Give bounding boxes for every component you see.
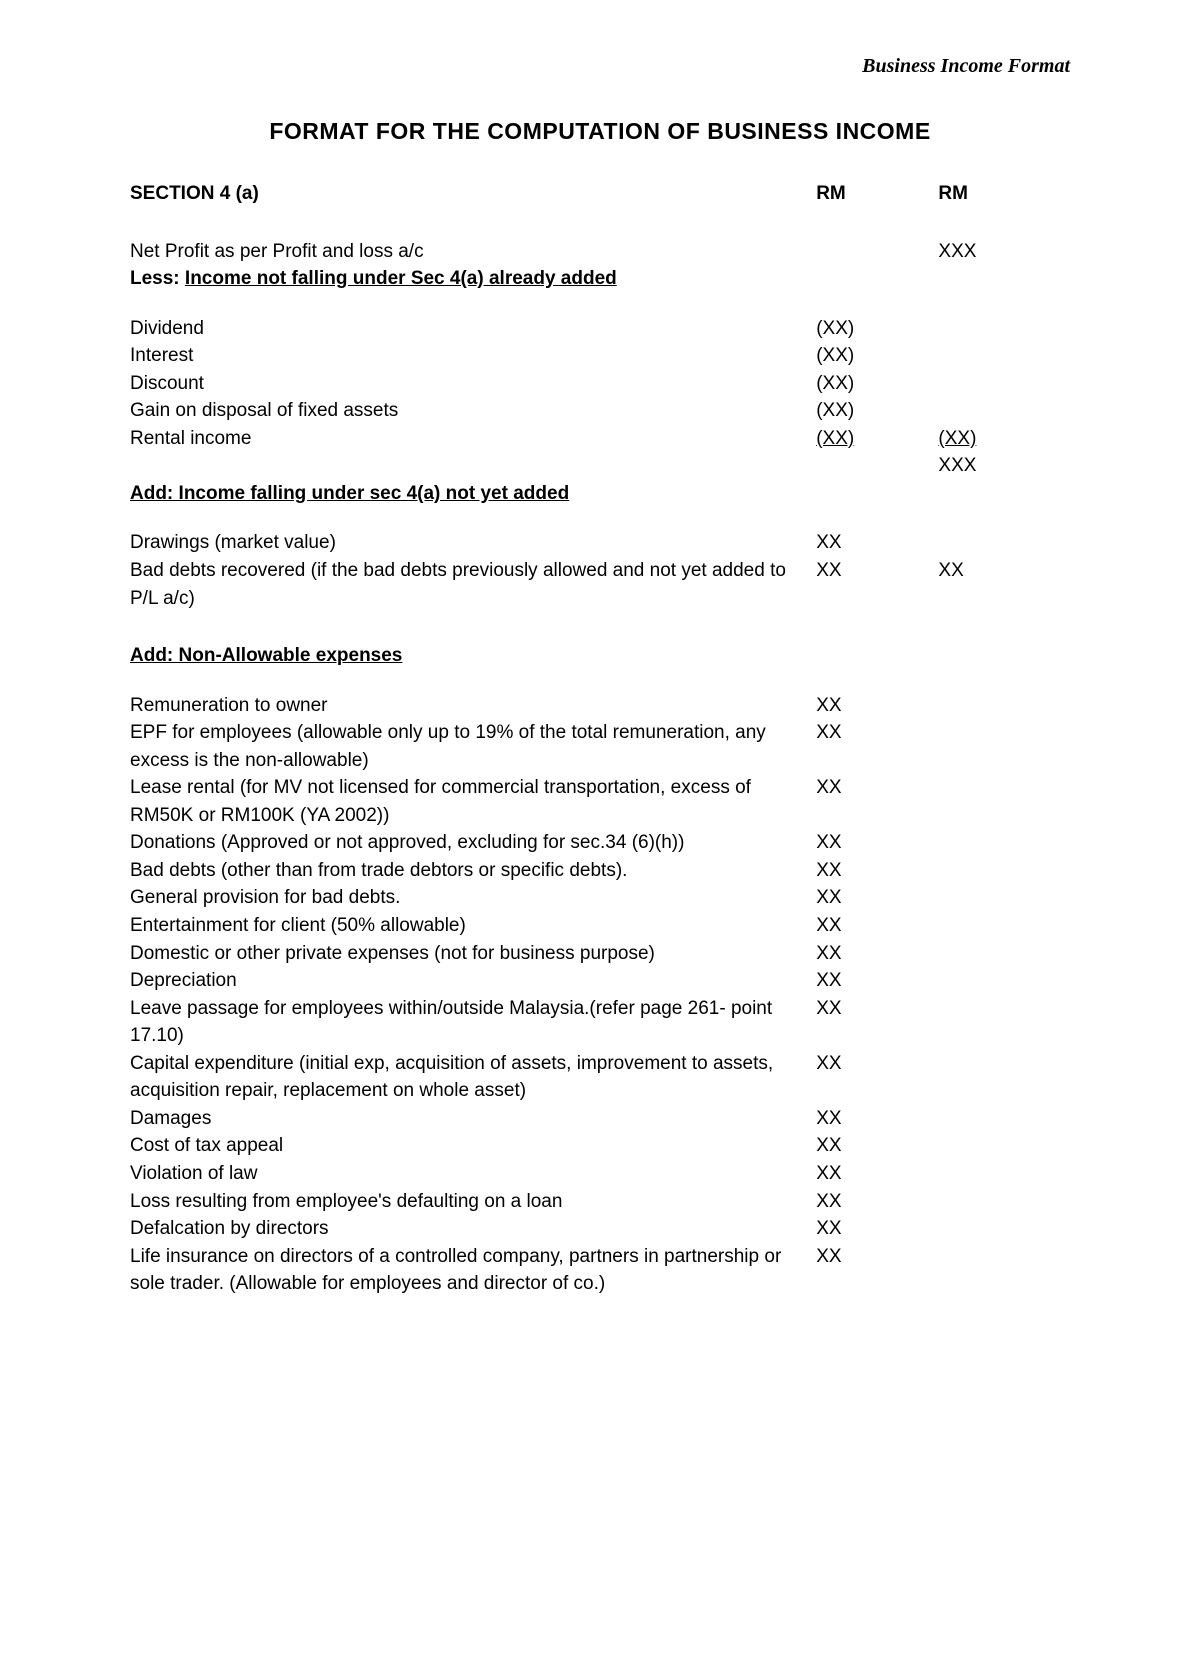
dividend-desc: Dividend: [130, 315, 816, 343]
rental-v1: (XX): [816, 425, 938, 453]
life-insurance-v1: XX: [816, 1243, 938, 1298]
gen-prov-v1: XX: [816, 884, 938, 912]
less-prefix: Less:: [130, 268, 185, 289]
capex-v1: XX: [816, 1050, 938, 1105]
epf-v1: XX: [816, 719, 938, 774]
life-insurance-desc: Life insurance on directors of a control…: [130, 1243, 816, 1298]
bad-debts-other-v1: XX: [816, 857, 938, 885]
document-title: FORMAT FOR THE COMPUTATION OF BUSINESS I…: [130, 118, 1070, 145]
rental-v2: (XX): [938, 425, 1070, 453]
remun-owner-v1: XX: [816, 692, 938, 720]
bad-debts-recovered-desc: Bad debts recovered (if the bad debts pr…: [130, 557, 816, 612]
donations-v1: XX: [816, 829, 938, 857]
less-heading-underline: Income not falling under Sec 4(a) alread…: [185, 268, 617, 289]
tax-appeal-desc: Cost of tax appeal: [130, 1132, 816, 1160]
lease-rental-v1: XX: [816, 774, 938, 829]
drawings-desc: Drawings (market value): [130, 529, 816, 557]
remun-owner-desc: Remuneration to owner: [130, 692, 816, 720]
epf-desc: EPF for employees (allowable only up to …: [130, 719, 816, 774]
gain-disposal-v1: (XX): [816, 397, 938, 425]
donations-desc: Donations (Approved or not approved, exc…: [130, 829, 816, 857]
column-header-1: RM: [816, 180, 938, 208]
damages-desc: Damages: [130, 1105, 816, 1133]
damages-v1: XX: [816, 1105, 938, 1133]
add-income-heading: Add: Income falling under sec 4(a) not y…: [130, 480, 816, 508]
net-profit-value: XXX: [938, 238, 1070, 266]
tax-appeal-v1: XX: [816, 1132, 938, 1160]
violation-desc: Violation of law: [130, 1160, 816, 1188]
gen-prov-desc: General provision for bad debts.: [130, 884, 816, 912]
entertainment-v1: XX: [816, 912, 938, 940]
add-nonallowable-heading: Add: Non-Allowable expenses: [130, 642, 816, 670]
computation-table: SECTION 4 (a) RM RM Net Profit as per Pr…: [130, 180, 1070, 1298]
violation-v1: XX: [816, 1160, 938, 1188]
drawings-v1: XX: [816, 529, 938, 557]
entertainment-desc: Entertainment for client (50% allowable): [130, 912, 816, 940]
dividend-v1: (XX): [816, 315, 938, 343]
gain-disposal-desc: Gain on disposal of fixed assets: [130, 397, 816, 425]
domestic-v1: XX: [816, 940, 938, 968]
leave-passage-v1: XX: [816, 995, 938, 1050]
defalcation-desc: Defalcation by directors: [130, 1215, 816, 1243]
less-heading: Less: Income not falling under Sec 4(a) …: [130, 265, 816, 293]
section-label: SECTION 4 (a): [130, 180, 816, 208]
header-right-label: Business Income Format: [130, 55, 1070, 78]
rental-desc: Rental income: [130, 425, 816, 453]
depreciation-v1: XX: [816, 967, 938, 995]
loss-employee-v1: XX: [816, 1188, 938, 1216]
leave-passage-desc: Leave passage for employees within/outsi…: [130, 995, 816, 1050]
discount-v1: (XX): [816, 370, 938, 398]
bad-debts-recovered-v2: XX: [938, 557, 1070, 612]
lease-rental-desc: Lease rental (for MV not licensed for co…: [130, 774, 816, 829]
defalcation-v1: XX: [816, 1215, 938, 1243]
interest-desc: Interest: [130, 342, 816, 370]
discount-desc: Discount: [130, 370, 816, 398]
column-header-2: RM: [938, 180, 1070, 208]
loss-employee-desc: Loss resulting from employee's defaultin…: [130, 1188, 816, 1216]
bad-debts-other-desc: Bad debts (other than from trade debtors…: [130, 857, 816, 885]
document-page: Business Income Format FORMAT FOR THE CO…: [0, 0, 1200, 1680]
domestic-desc: Domestic or other private expenses (not …: [130, 940, 816, 968]
net-profit-desc: Net Profit as per Profit and loss a/c: [130, 238, 816, 266]
capex-desc: Capital expenditure (initial exp, acquis…: [130, 1050, 816, 1105]
depreciation-desc: Depreciation: [130, 967, 816, 995]
bad-debts-recovered-v1: XX: [816, 557, 938, 612]
interest-v1: (XX): [816, 342, 938, 370]
subtotal-after-less: XXX: [938, 452, 1070, 480]
